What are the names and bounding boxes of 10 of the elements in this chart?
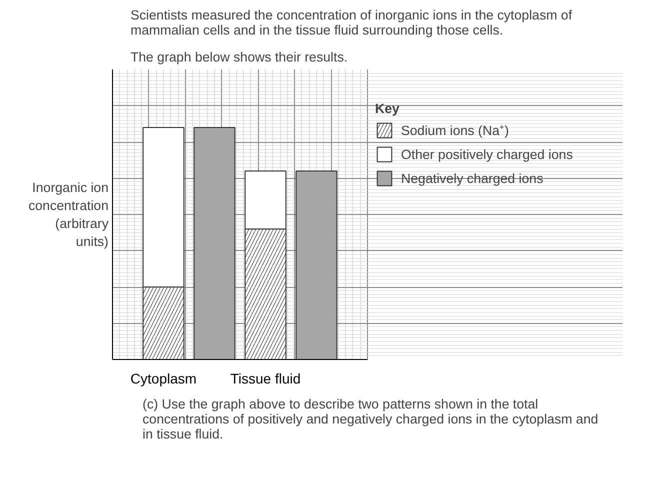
x-tick-label: Tissue fluid	[230, 370, 301, 386]
bar	[194, 127, 236, 360]
legend-label: Other positively charged ions	[401, 146, 573, 162]
text: Scientists measured the concentration of inorganic ions in the cytoplasm of mammalian cells and in the tissue fluid surrounding those cells.	[130, 8, 572, 38]
bar	[296, 170, 338, 360]
legend-label: Sodium ions (Na⁺)	[401, 122, 509, 139]
y-axis-title: Inorganic ion concentration (arbitrary units)	[28, 180, 109, 249]
text: The graph below shows their results.	[130, 50, 348, 64]
text: (c) Use the graph above to describe two patterns shown in the total concentrations of positively and negatively charged ions in the cytoplasm and in tissue fluid.	[142, 396, 598, 442]
x-tick-label: Cytoplasm	[130, 370, 197, 386]
